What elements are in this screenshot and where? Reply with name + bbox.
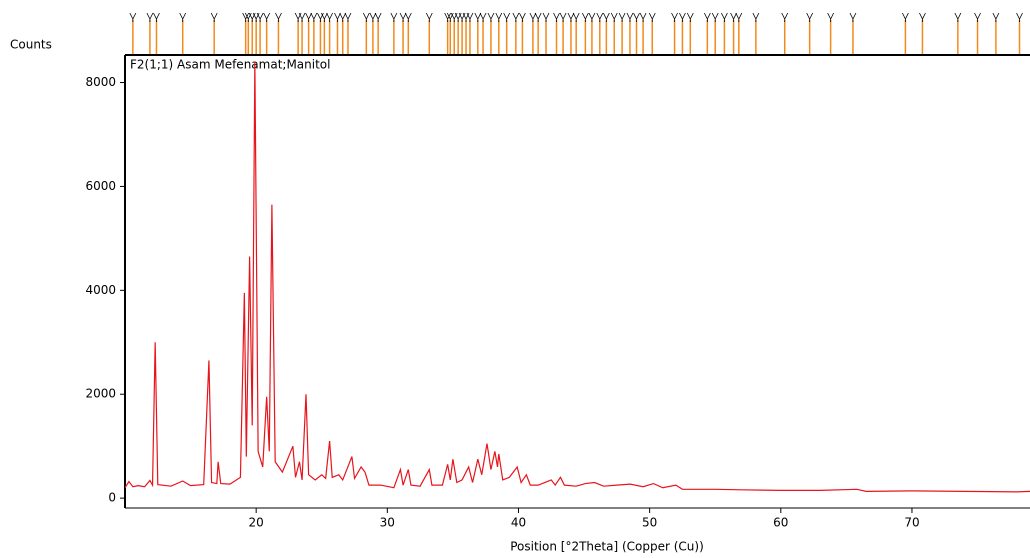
reference-peak-symbol: [503, 12, 511, 22]
reference-peak-symbol: [849, 12, 857, 22]
y-tick-label: 8000: [85, 75, 116, 89]
reference-peak-symbol: [339, 12, 347, 22]
reference-peak-symbol: [474, 12, 482, 22]
reference-peak-symbol: [495, 12, 503, 22]
reference-peak-symbol: [305, 12, 312, 22]
reference-peak-symbol: [310, 12, 318, 22]
y-tick-label: 4000: [85, 283, 116, 297]
reference-peak-symbol: [298, 12, 306, 22]
reference-peak-symbol: [626, 12, 634, 22]
reference-peak-symbol: [334, 12, 341, 22]
reference-peak-symbol: [711, 12, 719, 22]
reference-peak-symbol: [390, 12, 398, 22]
reference-peak-symbol: [919, 12, 926, 22]
reference-peak-symbol: [721, 12, 728, 22]
reference-peak-symbol: [633, 12, 640, 22]
reference-peak-symbol: [827, 12, 834, 22]
reference-peak-symbol: [534, 12, 542, 22]
reference-peak-symbol: [129, 12, 137, 22]
reference-peak-symbol: [210, 12, 218, 22]
reference-peak-symbol: [519, 12, 526, 22]
reference-peak-symbol: [321, 12, 328, 22]
x-tick-label: 60: [773, 516, 788, 530]
reference-peak-symbol: [146, 12, 154, 22]
reference-peak-symbol: [317, 12, 324, 22]
x-axis-title: Position [°2Theta] (Copper (Cu)): [510, 540, 704, 554]
reference-peak-symbol: [529, 12, 537, 22]
reference-peak-symbol: [454, 12, 462, 22]
x-tick-label: 20: [249, 516, 264, 530]
reference-peak-symbol: [588, 12, 596, 22]
reference-peak-symbol: [326, 12, 333, 22]
reference-peak-symbol: [344, 12, 352, 22]
reference-peak-symbol: [735, 12, 743, 22]
reference-peak-symbol: [781, 12, 789, 22]
reference-peak-symbol: [639, 12, 647, 22]
reference-peak-symbol: [248, 12, 256, 22]
sample-annotation: F2(1;1) Asam Mefenamat;Manitol: [130, 58, 330, 72]
y-axis-title: Counts: [10, 38, 52, 52]
reference-peak-symbol: [752, 12, 760, 22]
reference-peak-symbol: [553, 12, 560, 22]
reference-peak-symbol: [374, 12, 382, 22]
reference-peak-symbol: [648, 12, 656, 22]
reference-peak-symbol: [602, 12, 610, 22]
reference-peak-symbol: [450, 12, 458, 22]
reference-peak-symbol: [582, 12, 589, 22]
plot-area: [125, 61, 1030, 493]
reference-peak-symbol: [153, 12, 160, 22]
reference-peak-symbol: [458, 12, 466, 22]
y-tick-label: 6000: [85, 179, 116, 193]
y-tick-label: 2000: [85, 387, 116, 401]
reference-peak-symbol: [542, 12, 550, 22]
reference-peak-symbol: [369, 12, 377, 22]
reference-peak-symbol: [252, 12, 260, 22]
reference-peak-symbol: [596, 12, 604, 22]
reference-peak-symbol: [256, 12, 264, 22]
reference-peak-symbol: [686, 12, 694, 22]
reference-peak-symbol: [954, 12, 962, 22]
x-tick-label: 40: [511, 516, 526, 530]
reference-peak-symbol: [425, 12, 433, 22]
reference-peak-symbol: [567, 12, 575, 22]
reference-peak-symbol: [179, 12, 187, 22]
reference-peak-symbol: [992, 12, 1000, 22]
reference-peak-symbol: [462, 12, 470, 22]
reference-peak-symbol: [679, 12, 686, 22]
reference-peak-symbol: [512, 12, 520, 22]
reference-peak-symbol: [974, 12, 981, 22]
reference-peak-symbol: [559, 12, 567, 22]
reference-peak-symbol: [902, 12, 909, 22]
reference-peak-symbol: [466, 12, 474, 22]
reference-peak-symbol: [444, 12, 452, 22]
reference-peak-symbol: [275, 12, 282, 22]
reference-peak-symbol: [362, 12, 370, 22]
reference-peak-symbol: [487, 12, 495, 22]
reference-peak-symbol: [404, 12, 412, 22]
y-tick-label: 0: [108, 491, 116, 505]
x-tick-label: 50: [642, 516, 657, 530]
reference-peak-symbol: [242, 12, 250, 22]
reference-peak-symbol: [263, 12, 271, 22]
reference-peak-symbol: [671, 12, 678, 22]
reference-peak-symbol: [572, 12, 580, 22]
reference-peak-symbol: [399, 12, 407, 22]
reference-peak-symbol: [806, 12, 814, 22]
reference-peak-symbol: [618, 12, 626, 22]
reference-peak-symbol: [730, 12, 737, 22]
reference-peak-symbol: [294, 12, 302, 22]
reference-peak-symbol: [479, 12, 487, 22]
reference-peak-symbol: [610, 12, 618, 22]
xrd-line: [125, 61, 1030, 493]
reference-peak-symbol: [703, 12, 711, 22]
x-tick-label: 70: [904, 516, 919, 530]
x-tick-label: 30: [380, 516, 395, 530]
reference-peak-symbol: [1016, 12, 1023, 22]
